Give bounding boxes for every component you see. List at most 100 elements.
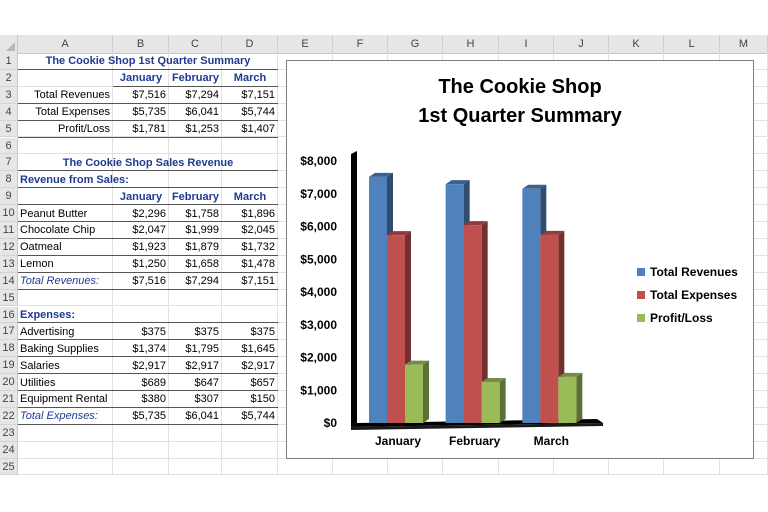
summary-value[interactable]: $1,253 xyxy=(185,123,219,136)
row-header-24[interactable]: 24 xyxy=(0,441,18,459)
row-header-8[interactable]: 8 xyxy=(0,171,18,189)
grid-cell[interactable] xyxy=(113,458,169,476)
grid-cell[interactable] xyxy=(664,458,720,476)
summary-value[interactable]: $6,041 xyxy=(185,106,219,119)
column-header-f[interactable]: F xyxy=(333,35,388,53)
expense-value[interactable]: $2,917 xyxy=(185,359,219,372)
column-header-e[interactable]: E xyxy=(278,35,333,53)
column-header-j[interactable]: J xyxy=(554,35,609,53)
grid-cell[interactable] xyxy=(720,458,768,476)
grid-cell[interactable] xyxy=(18,424,113,442)
grid-cell[interactable] xyxy=(278,458,333,476)
grid-cell[interactable] xyxy=(113,289,169,307)
expense-value[interactable]: $380 xyxy=(141,393,166,406)
expense-row-label[interactable]: Utilities xyxy=(20,376,56,389)
row-header-4[interactable]: 4 xyxy=(0,103,18,121)
select-all-button[interactable] xyxy=(0,35,18,53)
embedded-chart[interactable]: The Cookie Shop 1st Quarter Summary $0 $1,0… xyxy=(286,60,754,459)
grid-cell[interactable] xyxy=(18,441,113,459)
column-header-h[interactable]: H xyxy=(443,35,499,53)
expenses-header[interactable]: Expenses: xyxy=(20,308,76,321)
row-header-1[interactable]: 1 xyxy=(0,53,18,70)
sales-month-header[interactable]: February xyxy=(171,190,220,203)
row-header-20[interactable]: 20 xyxy=(0,374,18,391)
expense-value[interactable]: $375 xyxy=(141,325,166,338)
row-header-2[interactable]: 2 xyxy=(0,69,18,87)
grid-cell[interactable] xyxy=(18,188,113,206)
sales-value[interactable]: $1,758 xyxy=(185,207,219,220)
summary-row-label[interactable]: Profit/Loss xyxy=(58,123,110,136)
total-revenues-value[interactable]: $7,294 xyxy=(185,275,219,288)
total-expenses-value[interactable]: $5,744 xyxy=(241,410,275,423)
grid-cell[interactable] xyxy=(222,137,278,155)
expense-row-label[interactable]: Equipment Rental xyxy=(20,393,108,406)
total-expenses-value[interactable]: $6,041 xyxy=(185,410,219,423)
expense-row-label[interactable]: Advertising xyxy=(20,325,75,338)
row-header-5[interactable]: 5 xyxy=(0,120,18,138)
summary-title[interactable]: The Cookie Shop 1st Quarter Summary xyxy=(45,55,251,68)
sales-title[interactable]: The Cookie Shop Sales Revenue xyxy=(62,156,234,169)
row-header-10[interactable]: 10 xyxy=(0,205,18,222)
expense-value[interactable]: $1,374 xyxy=(132,342,166,355)
expense-value[interactable]: $375 xyxy=(250,325,275,338)
grid-cell[interactable] xyxy=(18,289,113,307)
grid-cell[interactable] xyxy=(609,458,664,476)
grid-cell[interactable] xyxy=(169,137,222,155)
column-header-b[interactable]: B xyxy=(113,35,169,53)
summary-value[interactable]: $7,151 xyxy=(241,89,275,102)
summary-value[interactable]: $7,516 xyxy=(132,89,166,102)
summary-value[interactable]: $1,407 xyxy=(241,123,275,136)
expense-value[interactable]: $647 xyxy=(194,376,219,389)
grid-cell[interactable] xyxy=(222,424,278,442)
expense-value[interactable]: $307 xyxy=(194,393,219,406)
month-header[interactable]: March xyxy=(233,72,267,85)
summary-value[interactable]: $1,781 xyxy=(132,123,166,136)
expense-row-label[interactable]: Baking Supplies xyxy=(20,342,99,355)
row-header-25[interactable]: 25 xyxy=(0,458,18,476)
column-header-l[interactable]: L xyxy=(664,35,720,53)
sales-value[interactable]: $1,732 xyxy=(241,241,275,254)
expense-value[interactable]: $657 xyxy=(250,376,275,389)
sales-value[interactable]: $1,478 xyxy=(241,258,275,271)
sales-month-header[interactable]: January xyxy=(119,190,163,203)
expense-row-label[interactable]: Salaries xyxy=(20,359,60,372)
summary-row-label[interactable]: Total Expenses xyxy=(35,106,110,119)
expense-value[interactable]: $375 xyxy=(194,325,219,338)
sales-value[interactable]: $1,896 xyxy=(241,207,275,220)
grid-cell[interactable] xyxy=(222,458,278,476)
row-header-18[interactable]: 18 xyxy=(0,340,18,358)
grid-cell[interactable] xyxy=(113,137,169,155)
grid-cell[interactable] xyxy=(169,441,222,459)
column-header-k[interactable]: K xyxy=(609,35,664,53)
summary-value[interactable]: $5,735 xyxy=(132,106,166,119)
summary-value[interactable]: $5,744 xyxy=(241,106,275,119)
grid-cell[interactable] xyxy=(18,458,113,476)
column-header-c[interactable]: C xyxy=(169,35,222,53)
total-revenues-value[interactable]: $7,516 xyxy=(132,275,166,288)
grid-cell[interactable] xyxy=(443,458,499,476)
sales-row-label[interactable]: Peanut Butter xyxy=(20,207,88,220)
grid-cell[interactable] xyxy=(499,458,554,476)
grid-cell[interactable] xyxy=(333,458,388,476)
grid-cell[interactable] xyxy=(388,458,443,476)
expense-value[interactable]: $1,795 xyxy=(185,342,219,355)
revenue-header[interactable]: Revenue from Sales: xyxy=(20,173,129,186)
column-header-i[interactable]: I xyxy=(499,35,554,53)
sales-row-label[interactable]: Oatmeal xyxy=(20,241,62,254)
summary-row-label[interactable]: Total Revenues xyxy=(34,89,110,102)
grid-cell[interactable] xyxy=(113,424,169,442)
total-revenues-value[interactable]: $7,151 xyxy=(241,275,275,288)
row-header-23[interactable]: 23 xyxy=(0,424,18,442)
sales-value[interactable]: $1,658 xyxy=(185,258,219,271)
column-header-a[interactable]: A xyxy=(18,35,113,53)
row-header-19[interactable]: 19 xyxy=(0,357,18,375)
sales-value[interactable]: $2,047 xyxy=(132,224,166,237)
column-header-g[interactable]: G xyxy=(388,35,443,53)
expense-value[interactable]: $150 xyxy=(250,393,275,406)
sales-value[interactable]: $1,250 xyxy=(132,258,166,271)
expense-value[interactable]: $689 xyxy=(141,376,166,389)
sales-value[interactable]: $1,879 xyxy=(185,241,219,254)
total-expenses-value[interactable]: $5,735 xyxy=(132,410,166,423)
row-header-12[interactable]: 12 xyxy=(0,238,18,256)
grid-cell[interactable] xyxy=(169,306,222,324)
